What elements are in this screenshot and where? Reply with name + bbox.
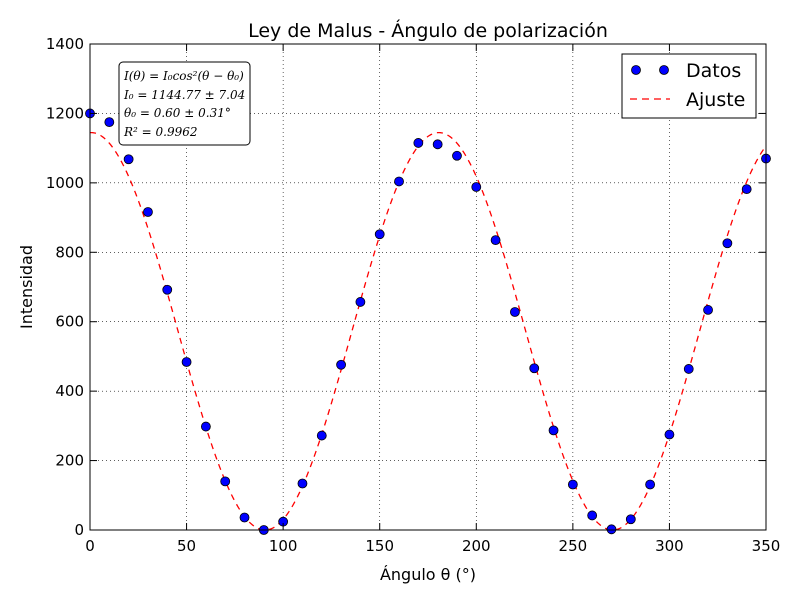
data-point [239, 512, 250, 523]
data-point [374, 229, 385, 240]
data-point [123, 154, 134, 165]
y-tick-label: 200 [55, 452, 84, 470]
data-point [587, 510, 598, 521]
y-tick-label: 1200 [46, 104, 84, 122]
x-tick-label: 100 [269, 537, 298, 555]
data-point [200, 421, 211, 432]
x-tick-label: 200 [462, 537, 491, 555]
legend-label-ajuste: Ajuste [686, 89, 745, 111]
data-point [741, 184, 752, 195]
y-tick-label: 400 [55, 382, 84, 400]
data-point [490, 235, 501, 246]
data-point [355, 297, 366, 307]
axis-ticks [89, 43, 767, 531]
data-point [471, 182, 482, 192]
data-point [722, 238, 733, 249]
legend-marker-datos-1 [631, 65, 641, 75]
x-tick-label: 150 [365, 537, 394, 555]
annotation-i0: I₀ = 1144.77 ± 7.04 [123, 88, 245, 102]
data-point [143, 207, 153, 217]
fit-line-group [89, 131, 767, 531]
data-point [567, 479, 578, 490]
data-points-group [85, 108, 771, 535]
fit-annotation: I(θ) = I₀cos²(θ − θ₀) I₀ = 1144.77 ± 7.0… [118, 61, 251, 146]
annotation-theta0: θ₀ = 0.60 ± 0.31° [124, 106, 231, 120]
data-point [510, 307, 520, 317]
y-tick-label: 600 [55, 313, 84, 331]
data-point [683, 364, 694, 374]
x-tick-label: 0 [85, 537, 95, 555]
data-point [645, 479, 656, 490]
data-point [104, 117, 115, 128]
data-point [181, 357, 192, 367]
y-tick-label: 0 [74, 521, 84, 539]
annotation-r2: R² = 0.9962 [123, 125, 198, 139]
data-point [703, 305, 713, 315]
data-point [625, 514, 636, 525]
legend-label-datos: Datos [686, 60, 741, 82]
data-point [316, 430, 327, 441]
data-point [413, 138, 424, 148]
y-tick-label: 1000 [46, 174, 84, 192]
data-point [336, 359, 346, 370]
data-point [432, 139, 443, 150]
plot-frame [89, 43, 767, 531]
legend-box [621, 53, 757, 119]
data-point [529, 363, 540, 374]
x-tick-label: 300 [655, 537, 684, 555]
data-point [452, 150, 462, 161]
legend-marker-datos-2 [659, 65, 669, 75]
legend: Datos Ajuste [621, 53, 757, 119]
data-point [297, 478, 308, 489]
data-point [394, 176, 404, 187]
y-tick-label: 800 [55, 243, 84, 261]
data-point [606, 524, 617, 535]
tick-labels: 0 50 100 150 200 250 300 350 0 200 400 600 800 1000 12… [46, 35, 781, 555]
y-tick-label: 1400 [46, 35, 84, 53]
data-point [162, 284, 173, 295]
chart-title: Ley de Malus - Ángulo de polarización [248, 19, 608, 42]
data-point [220, 476, 231, 487]
x-tick-label: 350 [752, 537, 781, 555]
x-axis-label: Ángulo θ (°) [380, 565, 476, 584]
data-point [548, 425, 559, 436]
x-tick-label: 250 [559, 537, 588, 555]
data-point [664, 429, 675, 440]
annotation-box [118, 61, 251, 146]
y-axis-label: Intensidad [17, 245, 36, 329]
x-tick-label: 50 [177, 537, 196, 555]
annotation-equation: I(θ) = I₀cos²(θ − θ₀) [123, 69, 244, 83]
fit-curve [89, 131, 767, 531]
